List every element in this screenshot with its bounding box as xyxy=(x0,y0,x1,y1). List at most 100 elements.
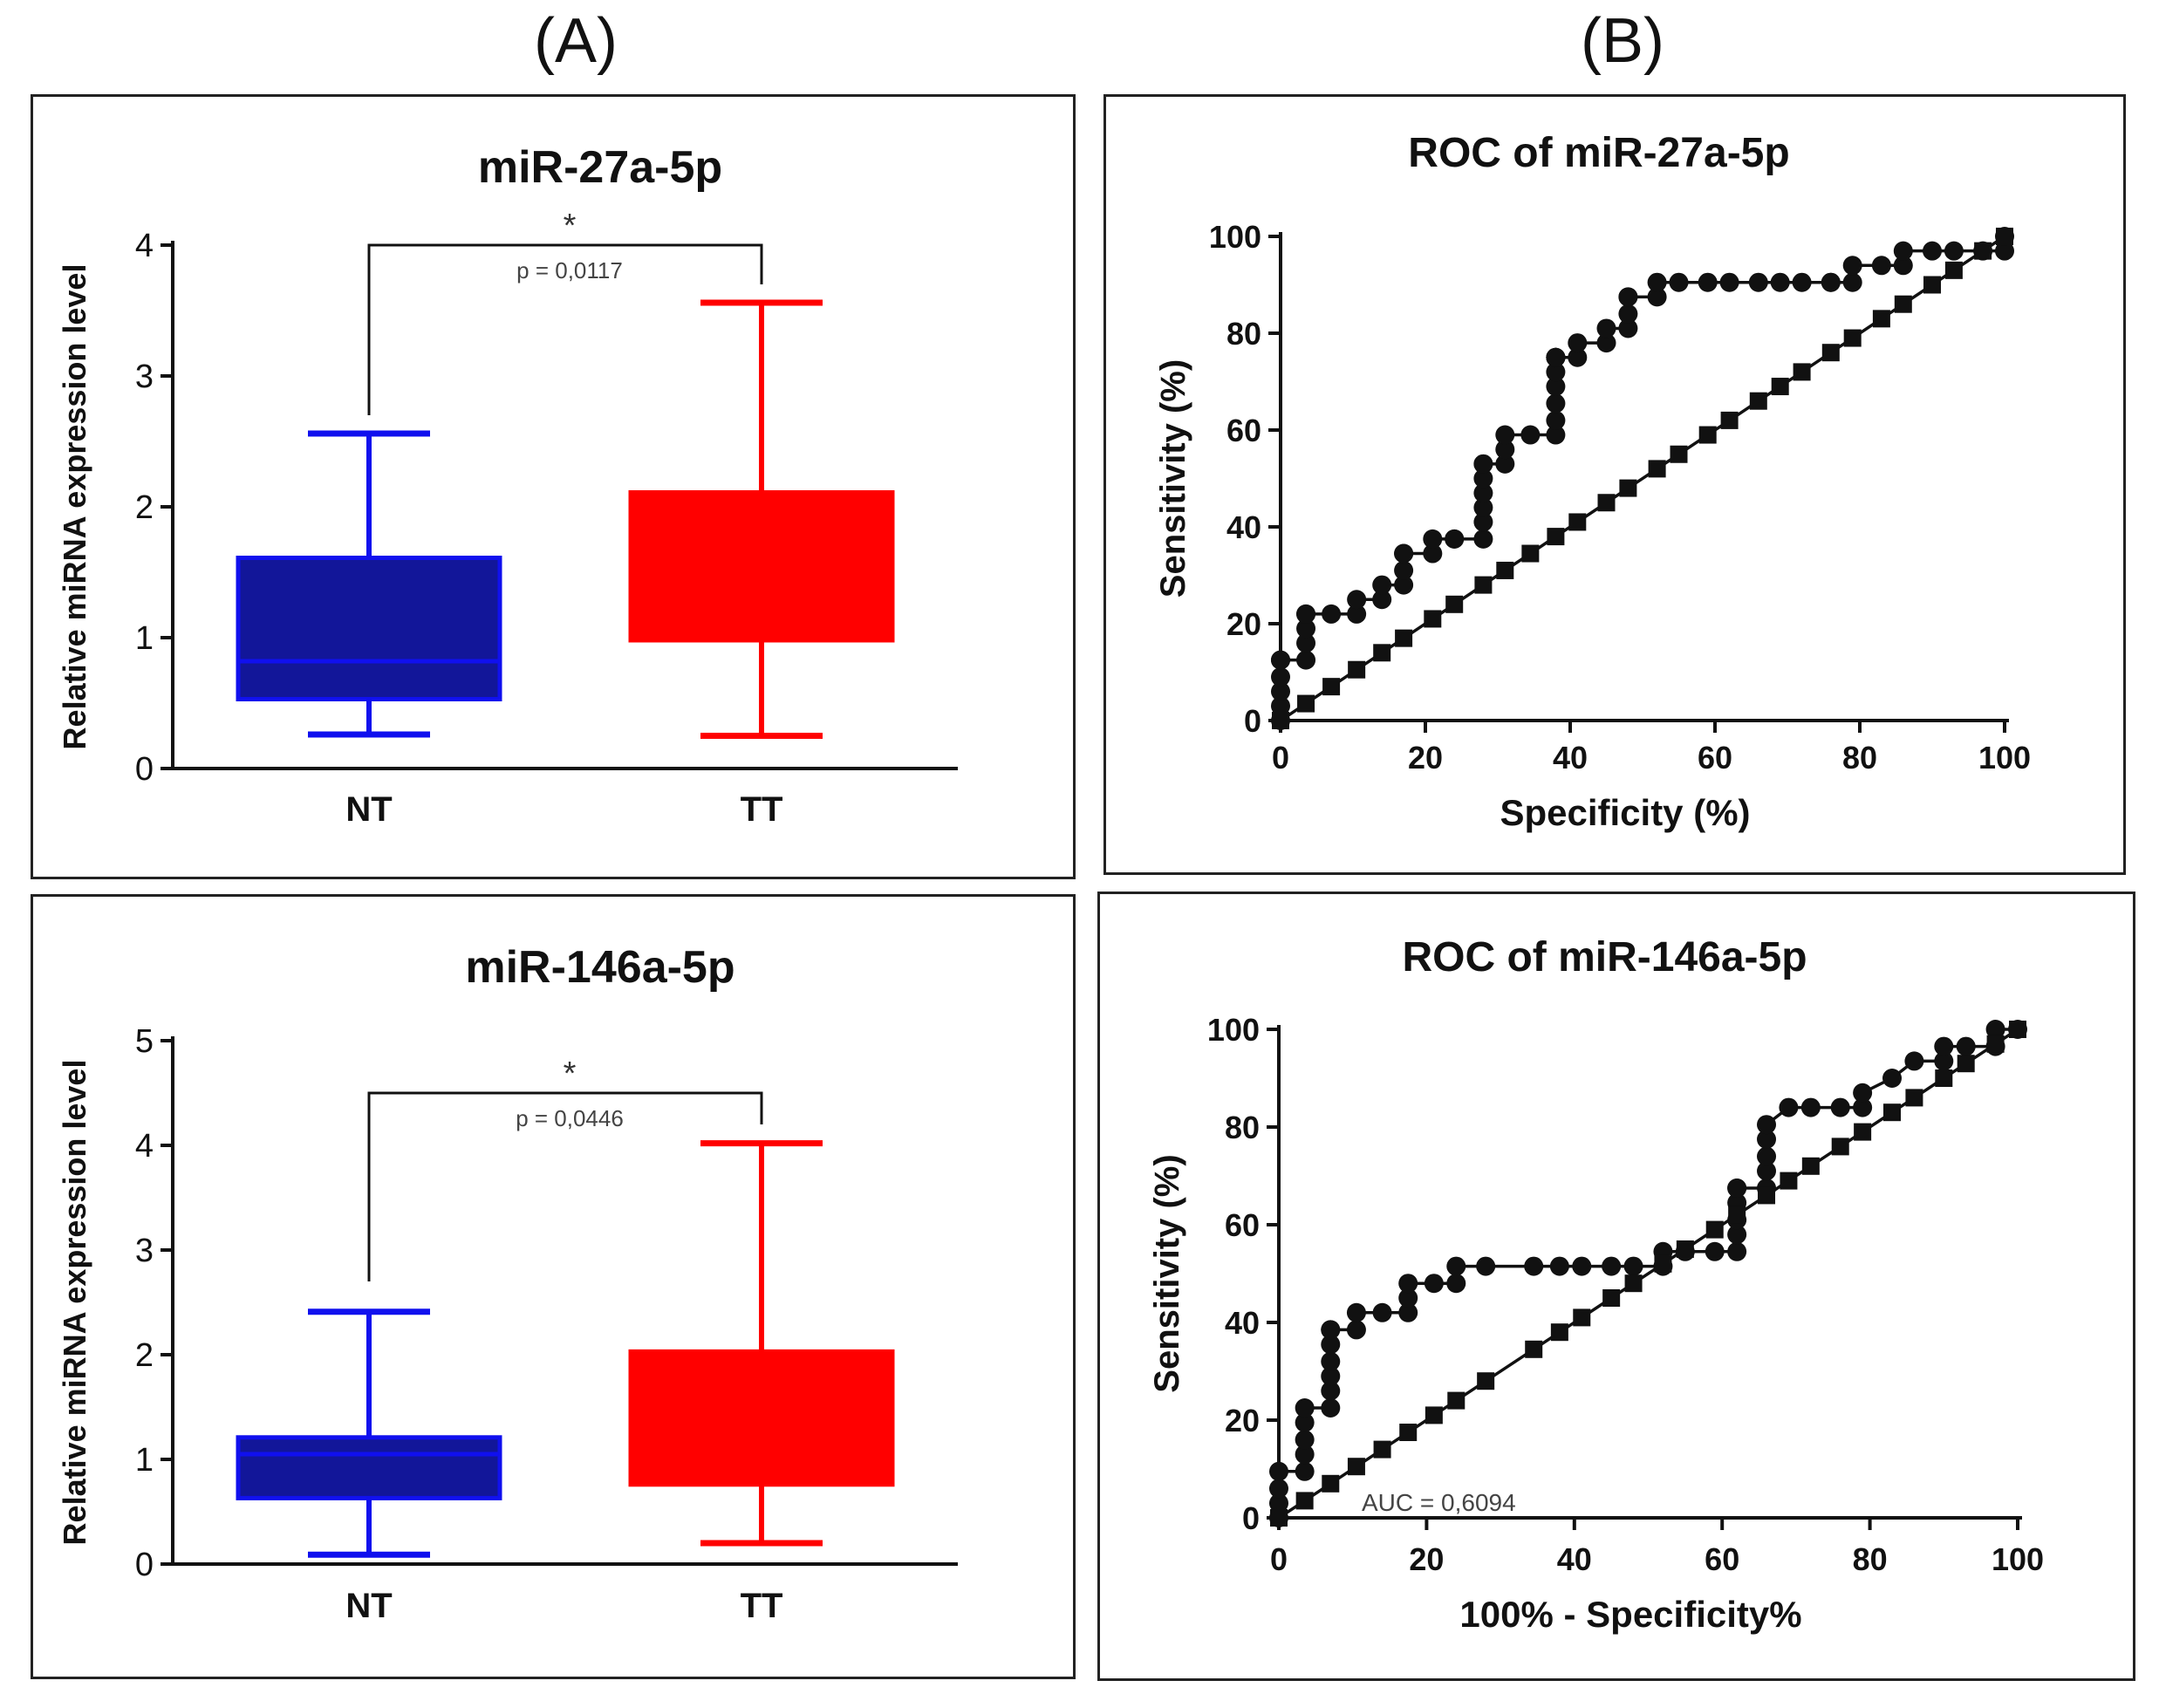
x-tick-label: 0 xyxy=(1270,1541,1288,1577)
reference-point xyxy=(1348,660,1366,679)
roc-point xyxy=(1372,1302,1392,1322)
roc-point xyxy=(1398,1288,1418,1308)
reference-point xyxy=(1648,460,1666,478)
roc-point xyxy=(1779,1097,1799,1117)
reference-point xyxy=(1445,595,1464,613)
roc-point xyxy=(1321,1381,1341,1401)
roc-point xyxy=(1346,1302,1366,1322)
reference-point xyxy=(1905,1089,1923,1107)
x-axis-label: Specificity (%) xyxy=(1500,792,1750,833)
panel-label-a: (A) xyxy=(534,6,618,76)
boxplot-mir27a: miR-27a-5p Relative miRNA expression leve… xyxy=(57,142,958,829)
roc-point xyxy=(1347,590,1367,610)
roc-point xyxy=(1321,1366,1341,1386)
roc-point xyxy=(1546,410,1566,430)
panel-label-b: (B) xyxy=(1581,6,1664,76)
roc-point xyxy=(1596,318,1616,338)
reference-point xyxy=(1749,392,1767,410)
roc-point xyxy=(1842,256,1862,276)
roc-point xyxy=(1719,272,1739,292)
x-category-label: TT xyxy=(741,1587,783,1625)
reference-point xyxy=(1270,1509,1288,1527)
reference-point xyxy=(1944,261,1963,279)
y-tick-label: 60 xyxy=(1226,413,1261,448)
roc-point xyxy=(1853,1083,1873,1103)
roc-point xyxy=(1546,393,1566,413)
roc-point xyxy=(1322,604,1342,624)
reference-point xyxy=(1602,1289,1621,1307)
y-tick-label: 4 xyxy=(135,1128,154,1165)
y-tick-label: 3 xyxy=(135,1233,154,1269)
roc-point xyxy=(1524,1256,1544,1276)
roc-chart-mir27a: ROC of miR-27a-5p Sensitivity (%) Specific… xyxy=(1154,130,2031,833)
roc-point xyxy=(1473,512,1493,532)
box-nt xyxy=(236,1435,502,1500)
roc-point xyxy=(1727,1225,1747,1245)
reference-point xyxy=(1597,494,1616,512)
roc-point xyxy=(1821,272,1841,292)
y-tick-label: 100 xyxy=(1207,1012,1260,1048)
roc-point xyxy=(1546,347,1566,367)
reference-point xyxy=(1295,1492,1314,1510)
box-nt xyxy=(236,556,502,701)
y-tick-label: 4 xyxy=(135,228,154,264)
reference-point xyxy=(1758,1186,1776,1205)
reference-point xyxy=(1399,1424,1418,1441)
x-tick-label: 20 xyxy=(1409,1541,1444,1577)
reference-point xyxy=(1322,678,1341,696)
reference-point xyxy=(1624,1274,1643,1293)
reference-point xyxy=(1821,344,1840,362)
reference-point xyxy=(1550,1323,1568,1342)
roc-point xyxy=(1346,1320,1366,1340)
roc-point xyxy=(1842,272,1862,292)
roc-point xyxy=(1546,377,1566,397)
y-tick-label: 40 xyxy=(1226,509,1261,545)
roc-point xyxy=(1372,590,1392,610)
roc-point xyxy=(1473,483,1493,503)
reference-point xyxy=(1780,1172,1798,1190)
boxplot-mir146a: miR-146a-5p Relative miRNA expression lev… xyxy=(57,942,958,1625)
reference-point xyxy=(1670,445,1688,463)
roc-point xyxy=(1546,362,1566,382)
roc-point xyxy=(1495,425,1515,445)
roc-point xyxy=(1296,618,1316,639)
roc-point xyxy=(1853,1097,1873,1117)
reference-point xyxy=(1297,694,1315,713)
reference-point xyxy=(1894,295,1912,313)
roc-point xyxy=(1568,347,1588,367)
roc-point xyxy=(1792,272,1812,292)
roc-point xyxy=(1295,1461,1315,1481)
x-tick-label: 100 xyxy=(1992,1541,2044,1577)
roc-point xyxy=(1321,1320,1341,1340)
reference-point xyxy=(1322,1474,1340,1493)
roc-point xyxy=(1446,1274,1466,1294)
significance-bracket xyxy=(367,243,763,415)
reference-point xyxy=(1573,1308,1591,1327)
roc-point xyxy=(1830,1097,1850,1117)
roc-point xyxy=(1934,1036,1954,1056)
y-tick-label: 2 xyxy=(135,489,154,526)
reference-point xyxy=(1935,1069,1953,1087)
roc-point xyxy=(1705,1241,1725,1261)
roc-point xyxy=(1473,497,1493,517)
roc-point xyxy=(1372,575,1392,595)
roc-point xyxy=(1985,1020,2005,1039)
reference-point xyxy=(1521,544,1540,563)
roc-point xyxy=(1321,1335,1341,1355)
roc-point xyxy=(1727,1241,1747,1261)
roc-point xyxy=(1944,241,1964,261)
x-tick-label: 0 xyxy=(1272,740,1289,775)
roc-point xyxy=(1757,1130,1777,1149)
roc-point xyxy=(1727,1179,1747,1198)
roc-point xyxy=(1394,543,1414,564)
reference-point xyxy=(1793,363,1811,381)
x-category-label: NT xyxy=(345,790,392,829)
y-tick-label: 80 xyxy=(1226,316,1261,352)
roc-point xyxy=(1296,650,1316,670)
auc-annotation: AUC = 0,6094 xyxy=(1362,1489,1516,1516)
reference-point xyxy=(1425,1406,1443,1424)
roc-point xyxy=(1882,1069,1903,1088)
x-tick-label: 80 xyxy=(1842,740,1877,775)
reference-point xyxy=(1477,1372,1495,1390)
reference-point xyxy=(1474,576,1493,594)
